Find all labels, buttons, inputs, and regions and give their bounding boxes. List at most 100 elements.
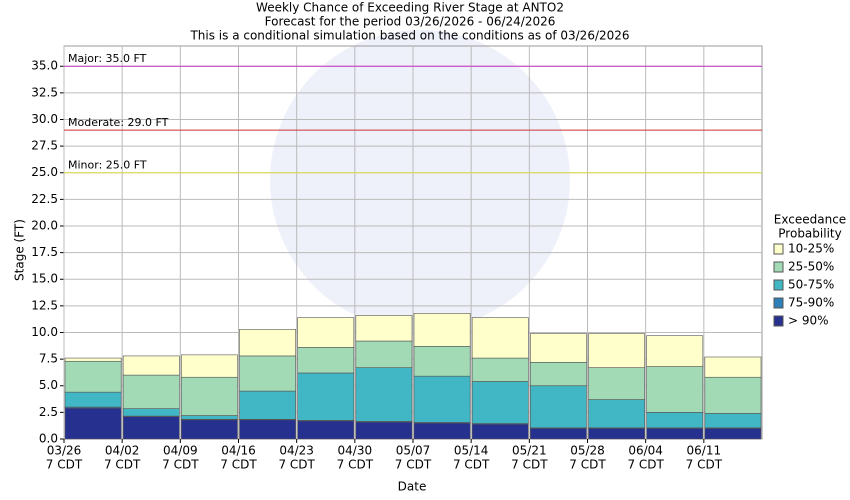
legend-label: 75-90%: [788, 296, 834, 310]
bar-segment: [181, 354, 238, 378]
bar-segment: [530, 362, 587, 387]
chart-title: Weekly Chance of Exceeding River Stage a…: [256, 1, 564, 15]
legend-title: Exceedance: [774, 213, 846, 227]
bar-segment: [413, 422, 471, 440]
legend-swatch: [773, 297, 784, 309]
bar-segment: [704, 428, 762, 440]
y-tick-label: 7.5: [39, 352, 58, 366]
bar-segment: [530, 333, 587, 363]
bar-segment: [588, 428, 645, 440]
bar-segment: [355, 421, 413, 440]
bar-segment: [355, 340, 413, 368]
bar-segment: [122, 408, 180, 417]
chart-subtitle: Forecast for the period 03/26/2026 - 06/…: [265, 15, 556, 29]
bar-segment: [239, 390, 296, 420]
bar-segment: [588, 367, 645, 400]
bar-segment: [413, 346, 471, 377]
y-tick-label: 12.5: [31, 298, 58, 312]
watermark: [270, 30, 570, 330]
y-tick-label: 5.0: [39, 378, 58, 392]
y-tick-label: 2.5: [39, 405, 58, 419]
bar-segment: [646, 366, 704, 413]
y-tick-label: 10.0: [31, 325, 58, 339]
y-tick-label: 25.0: [31, 165, 58, 179]
bar-segment: [413, 313, 471, 347]
bar-segment: [64, 407, 122, 440]
threshold-label: Moderate: 29.0 FT: [68, 116, 169, 129]
bar-segment: [239, 355, 296, 392]
bar-segment: [588, 333, 645, 368]
x-tick-label: 05/14: [454, 444, 489, 458]
legend-label: > 90%: [788, 314, 829, 328]
bar-segment: [297, 420, 355, 440]
legend-label: 50-75%: [788, 278, 834, 292]
x-tick-sublabel: 7 CDT: [686, 458, 723, 472]
bar-segment: [122, 355, 180, 376]
x-tick-label: 04/09: [163, 444, 198, 458]
bar-segment: [297, 317, 355, 348]
y-tick-label: 17.5: [31, 245, 58, 259]
bar-segment: [471, 357, 529, 382]
bar-segment: [471, 423, 529, 440]
x-tick-label: 04/30: [338, 444, 373, 458]
y-tick-label: 35.0: [31, 59, 58, 73]
bar-segment: [297, 347, 355, 374]
y-axis-label: Stage (FT): [13, 219, 27, 281]
y-tick-label: 30.0: [31, 112, 58, 126]
x-tick-sublabel: 7 CDT: [627, 458, 664, 472]
x-tick-sublabel: 7 CDT: [511, 458, 548, 472]
bar-segment: [239, 329, 296, 357]
legend-swatch: [773, 261, 784, 273]
y-tick-label: 22.5: [31, 192, 58, 206]
x-tick-sublabel: 7 CDT: [569, 458, 606, 472]
y-tick-label: 15.0: [31, 272, 58, 286]
x-tick-label: 05/07: [396, 444, 431, 458]
x-tick-label: 06/04: [628, 444, 663, 458]
x-tick-sublabel: 7 CDT: [104, 458, 141, 472]
y-tick-label: 20.0: [31, 218, 58, 232]
bar-segment: [704, 376, 762, 414]
bar-segment: [355, 315, 413, 342]
bar-segment: [646, 412, 704, 429]
x-tick-label: 04/16: [221, 444, 256, 458]
bar-segment: [704, 413, 762, 429]
bar-segment: [471, 381, 529, 424]
x-tick-sublabel: 7 CDT: [220, 458, 257, 472]
bar-segment: [239, 419, 296, 440]
threshold-label: Minor: 25.0 FT: [68, 159, 147, 172]
legend-swatch: [773, 279, 784, 291]
x-tick-label: 05/28: [570, 444, 605, 458]
legend-swatch: [773, 315, 784, 327]
bar-segment: [64, 391, 122, 408]
x-tick-label: 06/11: [687, 444, 722, 458]
bar-segment: [413, 375, 471, 423]
x-tick-label: 05/21: [512, 444, 547, 458]
bar-segment: [181, 415, 238, 420]
x-tick-sublabel: 7 CDT: [395, 458, 432, 472]
bar-segment: [704, 356, 762, 378]
threshold-label: Major: 35.0 FT: [68, 52, 147, 65]
bar-segment: [530, 385, 587, 429]
x-tick-sublabel: 7 CDT: [278, 458, 315, 472]
y-tick-label: 0.0: [39, 432, 58, 446]
legend-swatch: [773, 243, 784, 255]
bar-segment: [64, 360, 122, 393]
x-tick-label: 04/23: [279, 444, 314, 458]
bar-segment: [530, 428, 587, 440]
bar-segment: [471, 317, 529, 359]
legend-title: Probability: [778, 227, 841, 241]
bar-segment: [122, 374, 180, 409]
bar-segment: [355, 367, 413, 422]
x-tick-label: 04/02: [105, 444, 140, 458]
bar-segment: [122, 416, 180, 440]
bar-segment: [64, 357, 122, 362]
bar-segment: [297, 372, 355, 421]
bar-segment: [646, 428, 704, 440]
bar-segment: [588, 399, 645, 429]
bar-segment: [181, 376, 238, 416]
x-tick-sublabel: 7 CDT: [46, 458, 83, 472]
bar-segment: [646, 335, 704, 367]
bar-segment: [181, 419, 238, 440]
legend-label: 10-25%: [788, 242, 834, 256]
